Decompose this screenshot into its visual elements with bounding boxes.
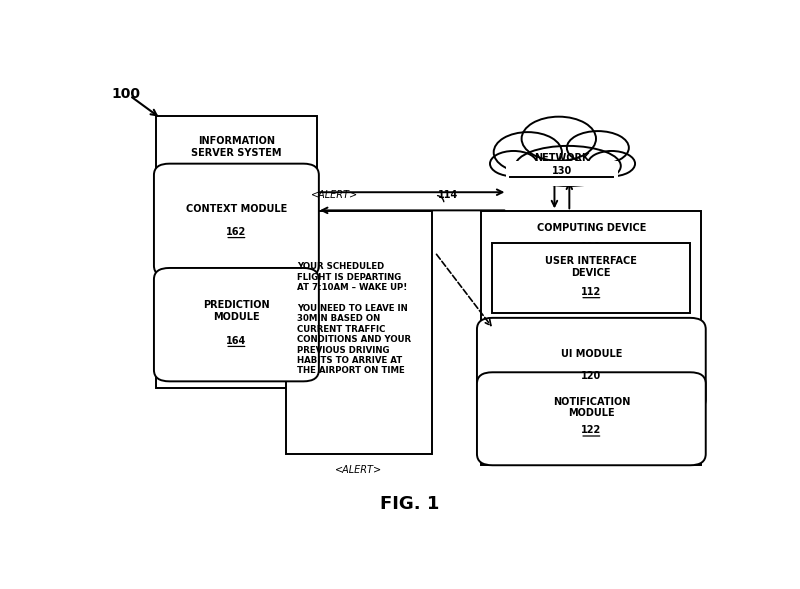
Ellipse shape <box>515 146 621 186</box>
FancyBboxPatch shape <box>154 164 319 277</box>
Text: 130: 130 <box>552 166 572 176</box>
FancyBboxPatch shape <box>154 268 319 381</box>
Ellipse shape <box>567 131 629 164</box>
FancyBboxPatch shape <box>482 211 702 465</box>
Ellipse shape <box>522 117 596 161</box>
Text: YOUR SCHEDULED
FLIGHT IS DEPARTING
AT 7:10AM – WAKE UP!

YOU NEED TO LEAVE IN
30: YOUR SCHEDULED FLIGHT IS DEPARTING AT 7:… <box>297 263 411 376</box>
Text: 120: 120 <box>582 370 602 380</box>
Text: 110: 110 <box>582 242 602 252</box>
Text: NOTIFICATION
MODULE: NOTIFICATION MODULE <box>553 396 630 418</box>
Ellipse shape <box>490 151 537 176</box>
FancyBboxPatch shape <box>506 161 618 186</box>
Text: CONTEXT MODULE: CONTEXT MODULE <box>186 204 287 214</box>
Text: INFORMATION
SERVER SYSTEM: INFORMATION SERVER SYSTEM <box>191 137 282 158</box>
Text: USER INTERFACE
DEVICE: USER INTERFACE DEVICE <box>546 256 638 277</box>
Text: <ALERT>: <ALERT> <box>335 465 382 475</box>
Text: 164: 164 <box>226 336 246 346</box>
Text: 160: 160 <box>226 182 246 192</box>
Text: NETWORK: NETWORK <box>534 153 590 163</box>
FancyBboxPatch shape <box>286 211 432 454</box>
Text: COMPUTING DEVICE: COMPUTING DEVICE <box>537 223 646 233</box>
FancyBboxPatch shape <box>477 372 706 465</box>
FancyBboxPatch shape <box>156 116 317 388</box>
Ellipse shape <box>588 151 635 176</box>
Text: 112: 112 <box>582 287 602 297</box>
FancyBboxPatch shape <box>493 243 690 313</box>
Text: 122: 122 <box>582 425 602 435</box>
FancyBboxPatch shape <box>477 318 706 411</box>
Text: 162: 162 <box>226 227 246 237</box>
Text: FIG. 1: FIG. 1 <box>380 495 440 513</box>
Text: 114: 114 <box>438 190 458 200</box>
Text: UI MODULE: UI MODULE <box>561 349 622 359</box>
Text: PREDICTION
MODULE: PREDICTION MODULE <box>203 300 270 322</box>
Ellipse shape <box>494 132 562 173</box>
Text: 100: 100 <box>111 87 140 101</box>
Text: <ALERT>: <ALERT> <box>310 190 358 200</box>
